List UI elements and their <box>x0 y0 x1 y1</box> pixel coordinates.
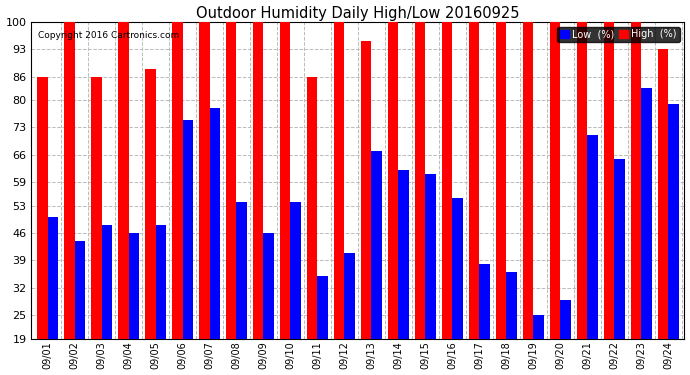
Bar <box>118 22 128 339</box>
Bar <box>172 22 183 339</box>
Bar <box>344 253 355 339</box>
Bar <box>523 22 533 339</box>
Bar <box>631 22 641 339</box>
Bar <box>371 151 382 339</box>
Title: Outdoor Humidity Daily High/Low 20160925: Outdoor Humidity Daily High/Low 20160925 <box>196 6 520 21</box>
Bar <box>496 22 506 339</box>
Bar <box>668 104 678 339</box>
Bar <box>587 135 598 339</box>
Bar <box>48 217 58 339</box>
Bar <box>199 22 210 339</box>
Bar <box>577 22 587 339</box>
Bar <box>317 276 328 339</box>
Bar <box>101 225 112 339</box>
Bar <box>307 76 317 339</box>
Bar <box>388 22 398 339</box>
Bar <box>469 22 480 339</box>
Bar <box>237 202 247 339</box>
Bar <box>550 22 560 339</box>
Bar <box>64 22 75 339</box>
Bar <box>614 159 624 339</box>
Bar <box>91 76 101 339</box>
Bar <box>658 49 668 339</box>
Bar <box>426 174 435 339</box>
Bar <box>560 300 571 339</box>
Bar <box>398 170 408 339</box>
Bar <box>480 264 490 339</box>
Bar <box>253 22 264 339</box>
Text: Copyright 2016 Cartronics.com: Copyright 2016 Cartronics.com <box>38 31 179 40</box>
Bar <box>290 202 301 339</box>
Bar <box>128 233 139 339</box>
Bar <box>533 315 544 339</box>
Bar <box>415 22 426 339</box>
Bar <box>210 108 220 339</box>
Bar <box>155 225 166 339</box>
Bar <box>604 22 614 339</box>
Bar <box>361 41 371 339</box>
Bar <box>183 120 193 339</box>
Bar <box>37 76 48 339</box>
Bar <box>146 69 155 339</box>
Bar <box>280 22 290 339</box>
Bar <box>264 233 274 339</box>
Bar <box>442 22 453 339</box>
Bar <box>226 22 237 339</box>
Legend: Low  (%), High  (%): Low (%), High (%) <box>557 27 680 42</box>
Bar <box>334 22 344 339</box>
Bar <box>453 198 462 339</box>
Bar <box>75 241 85 339</box>
Bar <box>641 88 651 339</box>
Bar <box>506 272 517 339</box>
